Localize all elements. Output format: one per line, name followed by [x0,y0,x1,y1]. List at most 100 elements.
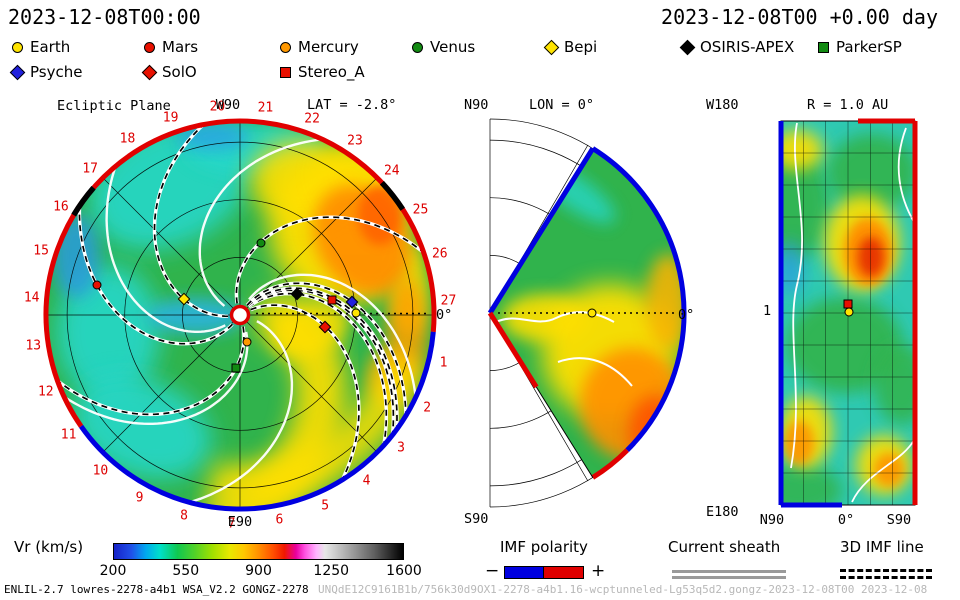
ecliptic-zero-label: 0° [436,307,453,323]
sphere-e180-label: E180 [706,504,739,520]
day-tick-15: 15 [33,243,49,259]
legend-item-mars: Mars [144,38,198,56]
colorbar-label: Vr (km/s) [14,538,84,556]
imf-polarity-label: IMF polarity [500,538,588,556]
meridional-zero-label: 0° [678,307,695,323]
legend-item-mercury: Mercury [280,38,359,56]
earth-marker [844,307,854,317]
boundary-black-segment [379,180,406,211]
day-tick-17: 17 [82,161,99,177]
legend-item-bepi: Bepi [543,38,598,56]
day-tick-7: 7 [227,516,236,532]
imf-positive-boundary-arc [43,118,437,428]
day-tick-11: 11 [60,427,77,443]
day-tick-8: 8 [180,508,189,524]
day-tick-4: 4 [362,473,371,489]
legend-item-osiris-apex: OSIRIS-APEX [679,38,794,56]
day-tick-2: 2 [423,400,432,416]
day-tick-25: 25 [412,202,429,218]
legend-item-label: Mercury [298,38,359,56]
day-tick-22: 22 [304,111,320,127]
current-sheath-swatch [672,570,786,573]
colorbar-tick: 1250 [313,563,350,579]
current-sheath-swatch [672,576,786,579]
day-tick-26: 26 [431,246,448,262]
wedge-south-boundary-red [487,311,539,389]
current-sheath-label: Current sheath [668,538,781,556]
ecliptic-w90-label: W90 [215,97,241,113]
legend-item-label: Bepi [564,38,598,56]
mars-marker-icon [144,41,155,53]
day-tick-16: 16 [53,199,69,215]
legend-item-label: Stereo_A [298,63,365,81]
day-tick-9: 9 [135,490,144,506]
parkersp-marker [231,363,241,373]
earth-marker-icon [12,41,23,53]
watermark: UNQdE12C9161B1b/756k30d9OX1-2278-a4b1.16… [318,583,928,596]
model-info: ENLIL-2.7 lowres-2278-a4b1 WSA_V2.2 GONG… [4,583,309,596]
legend-item-label: Earth [30,38,71,56]
day-tick-18: 18 [119,131,136,147]
imf-plus-sign: + [591,561,606,581]
imf-negative-swatch [504,566,544,579]
day-tick-12: 12 [37,384,54,400]
day-tick-24: 24 [383,163,400,179]
ecliptic-lat-label: LAT = -2.8° [307,97,397,113]
legend-item-label: SolO [162,63,197,81]
imf-line-label: 3D IMF line [840,538,924,556]
legend-item-label: Venus [430,38,476,56]
sphere-xlabel-s90: S90 [886,512,912,528]
day-tick-23: 23 [347,133,363,148]
meridional-title: LON = 0° [529,97,595,113]
earth-marker [351,308,361,318]
venus-marker [256,238,266,248]
legend-item-earth: Earth [12,38,70,56]
parkersp-marker-icon [818,41,829,53]
earth-marker [587,308,597,318]
day-tick-6: 6 [275,512,284,528]
day-tick-10: 10 [92,463,109,479]
imf-positive-swatch [543,566,584,579]
day-tick-13: 13 [25,338,42,354]
sphere-r-tick: 1 [763,303,772,319]
sphere-w180-label: W180 [706,97,739,113]
imf-negative-boundary-arc [79,331,436,512]
day-tick-14: 14 [23,290,40,306]
sphere-xlabel-n90: N90 [759,512,785,528]
ecliptic-e90-label: E90 [227,514,253,530]
timestamp-current: 2023-12-08T00:00 [8,5,201,29]
colorbar-tick: 1600 [386,563,422,579]
boundary-black-segment [71,185,96,217]
wedge-outer-boundary-red [591,448,629,480]
mercury-marker [242,337,252,347]
meridional-s90-label: S90 [464,511,489,527]
day-tick-21: 21 [257,100,274,116]
legend-item-label: ParkerSP [836,38,902,56]
legend-item-solo: SolO [141,63,197,81]
sphere-title: R = 1.0 AU [807,97,889,113]
legend-item-label: Psyche [30,63,83,81]
wedge-outer-boundary-blue [591,146,687,452]
day-tick-1: 1 [439,355,448,371]
day-tick-20: 20 [209,99,226,115]
stereo_a-marker-icon [280,66,291,78]
meridional-n90-label: N90 [464,97,489,113]
stereo_a-marker [327,295,337,305]
imf-field-lines [47,121,434,491]
day-tick-5: 5 [321,498,330,514]
legend-item-parkersp: ParkerSP [818,38,902,56]
imf-minus-sign: − [485,561,500,581]
colorbar-tick: 200 [99,563,127,579]
colorbar [113,543,404,560]
wedge-south-boundary [535,386,594,478]
legend-item-psyche: Psyche [9,63,83,81]
current-sheet-lines [53,137,418,507]
day-tick-3: 3 [397,440,406,456]
wedge-north-boundary [487,147,595,315]
ecliptic-title: Ecliptic Plane [57,98,171,114]
legend-item-venus: Venus [412,38,475,56]
day-tick-27: 27 [440,293,457,309]
sphere-xlabel-0: 0° [837,512,855,528]
